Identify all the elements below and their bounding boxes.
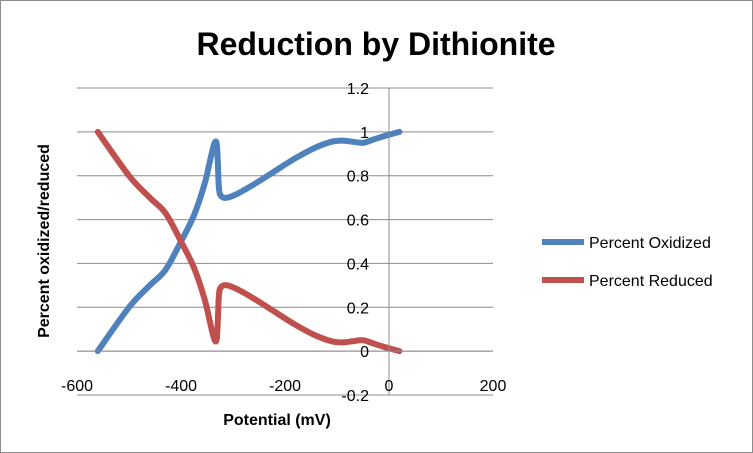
chart-title: Reduction by Dithionite: [196, 26, 555, 62]
series-line-percent-oxidized: [94, 128, 403, 355]
y-axis-title: Percent oxidized/reduced: [36, 144, 53, 338]
y-tick-labels: -0.2 0 0.2 0.4 0.6 0.8 1 1.2: [341, 81, 369, 405]
y-tick-label: 0.4: [347, 256, 369, 273]
x-axis-title: Potential (mV): [223, 412, 331, 429]
gridlines: [77, 87, 493, 396]
x-tick-label: -200: [269, 378, 301, 395]
series-line-percent-reduced: [94, 128, 403, 355]
y-tick-label: -0.2: [341, 388, 369, 405]
x-tick-label: -600: [61, 378, 93, 395]
series-layer: [94, 128, 403, 355]
legend-label-percent-oxidized: Percent Oxidized: [589, 235, 711, 252]
x-tick-label: 200: [480, 378, 507, 395]
y-tick-label: 0.8: [347, 169, 369, 186]
legend: Percent Oxidized Percent Reduced: [542, 235, 713, 290]
y-tick-label: 0: [360, 344, 369, 361]
legend-label-percent-reduced: Percent Reduced: [589, 273, 713, 290]
x-tick-label: -400: [165, 378, 197, 395]
x-tick-labels: -600 -400 -200 0 200: [61, 378, 506, 395]
x-tick-label: 0: [385, 378, 394, 395]
y-tick-label: 1: [360, 125, 369, 142]
y-tick-label: 0.6: [347, 213, 369, 230]
y-tick-label: 1.2: [347, 81, 369, 98]
y-tick-label: 0.2: [347, 300, 369, 317]
